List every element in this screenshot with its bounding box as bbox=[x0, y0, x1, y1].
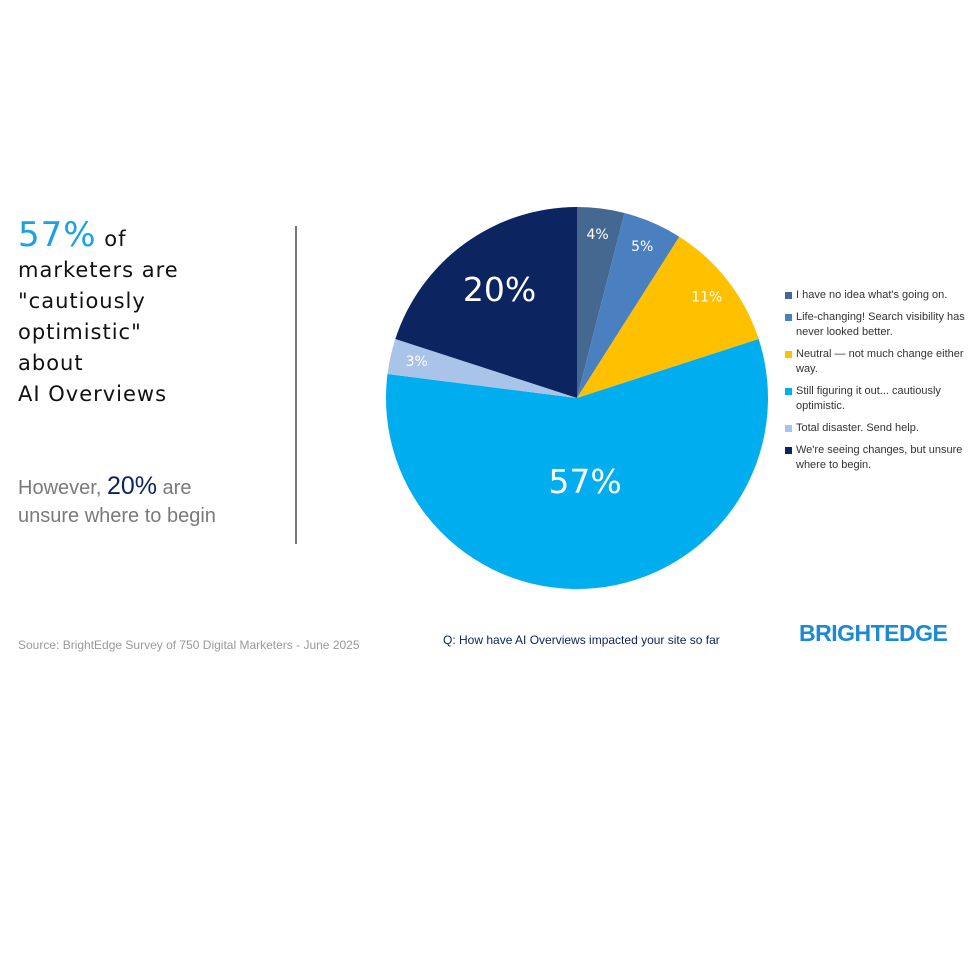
legend-item: Neutral — not much change either way. bbox=[785, 347, 980, 377]
data-label: 11% bbox=[691, 289, 722, 305]
data-label: 3% bbox=[406, 354, 428, 370]
pie-slice bbox=[577, 236, 759, 398]
subhead-stat: 20% bbox=[106, 472, 157, 500]
legend-swatch bbox=[785, 388, 792, 395]
pie-slice bbox=[577, 207, 625, 398]
data-label: 5% bbox=[631, 239, 653, 255]
headline: 57% of marketers are "cautiously optimisti… bbox=[18, 218, 179, 410]
legend-swatch bbox=[785, 447, 792, 454]
subhead-prefix: However, bbox=[18, 477, 102, 499]
headline-line: "cautiously bbox=[18, 289, 146, 313]
data-label: 4% bbox=[586, 227, 608, 243]
headline-suffix: of bbox=[104, 227, 127, 251]
subhead: However, 20% are unsure where to begin bbox=[18, 472, 216, 530]
legend-label: Neutral — not much change either way. bbox=[796, 348, 964, 375]
legend-item: Still figuring it out... cautiously opti… bbox=[785, 384, 980, 414]
subhead-line: unsure where to begin bbox=[18, 505, 216, 527]
legend-label: Life-changing! Search visibility has nev… bbox=[796, 311, 965, 338]
headline-line: about bbox=[18, 351, 84, 375]
subhead-line: However, 20% are bbox=[18, 472, 216, 502]
pie-slice bbox=[385, 338, 769, 590]
data-label: 57% bbox=[548, 462, 621, 501]
legend-item: I have no idea what's going on. bbox=[785, 288, 980, 303]
data-label: 20% bbox=[463, 270, 536, 309]
legend-swatch bbox=[785, 292, 792, 299]
pie-slice bbox=[395, 207, 577, 398]
headline-stat: 57% bbox=[18, 215, 97, 255]
legend-swatch bbox=[785, 314, 792, 321]
headline-line: marketers are bbox=[18, 258, 179, 282]
legend-item: Life-changing! Search visibility has nev… bbox=[785, 310, 980, 340]
headline-line: AI Overviews bbox=[18, 382, 168, 406]
legend-label: Still figuring it out... cautiously opti… bbox=[796, 385, 941, 412]
subhead-suffix: are bbox=[162, 477, 192, 499]
legend-swatch bbox=[785, 425, 792, 432]
legend-label: We're seeing changes, but unsure where t… bbox=[796, 444, 963, 471]
headline-lines: marketers are "cautiously optimistic" about… bbox=[18, 255, 179, 410]
divider bbox=[295, 226, 297, 544]
legend: I have no idea what's going on. Life-chan… bbox=[785, 288, 980, 480]
question: Q: How have AI Overviews impacted your s… bbox=[443, 633, 720, 647]
headline-first-line: 57% of bbox=[18, 218, 179, 255]
pie-slice bbox=[387, 338, 577, 398]
pie-slice bbox=[577, 213, 680, 398]
logo: BRIGHTEDGE bbox=[799, 620, 948, 646]
legend-label: Total disaster. Send help. bbox=[796, 422, 919, 434]
legend-swatch bbox=[785, 351, 792, 358]
legend-item: Total disaster. Send help. bbox=[785, 421, 980, 436]
legend-item: We're seeing changes, but unsure where t… bbox=[785, 443, 980, 473]
headline-line: optimistic" bbox=[18, 320, 142, 344]
legend-label: I have no idea what's going on. bbox=[796, 289, 948, 301]
source: Source: BrightEdge Survey of 750 Digital… bbox=[18, 638, 360, 652]
